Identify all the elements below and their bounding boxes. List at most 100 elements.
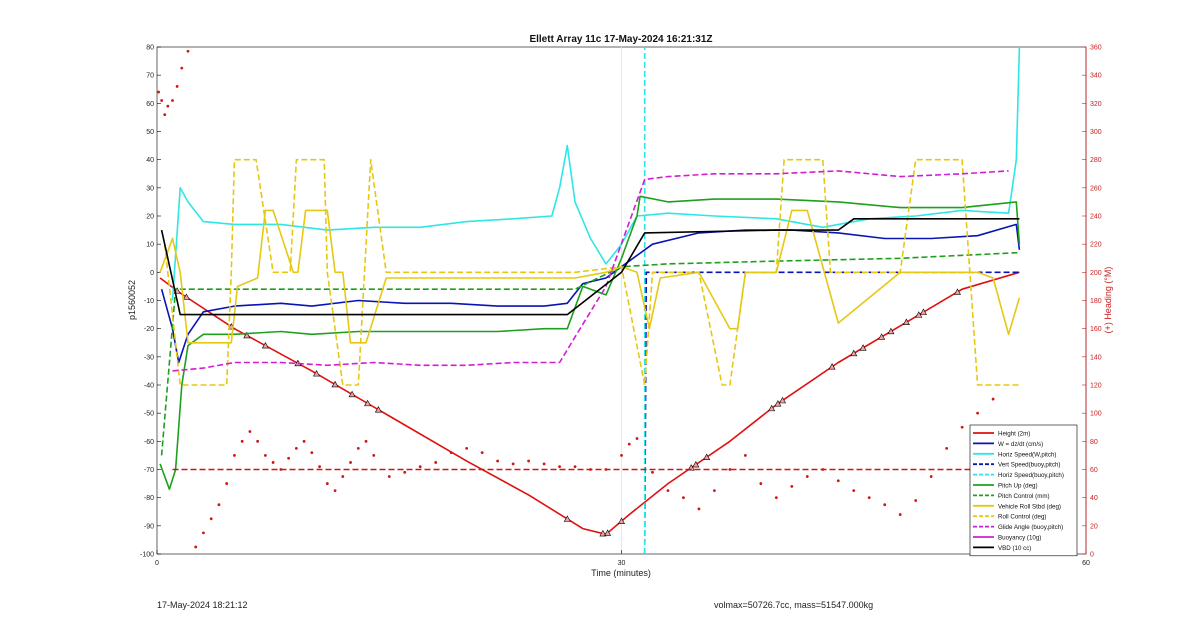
y-tick-label: 0 — [150, 270, 154, 277]
heading-point — [898, 513, 902, 516]
heading-point — [166, 104, 170, 108]
heading-point — [240, 439, 244, 443]
y-tick-label: 30 — [146, 185, 154, 192]
heading-point — [310, 451, 314, 454]
height-marker — [768, 404, 776, 412]
heading-point — [651, 470, 654, 474]
heading-point — [929, 475, 933, 478]
y2-tick-label: 320 — [1090, 101, 1102, 108]
heading-point — [287, 456, 291, 460]
height-marker — [774, 400, 782, 407]
heading-point — [302, 439, 306, 443]
legend-label: VBD (10 cc) — [998, 545, 1031, 552]
heading-point — [318, 465, 321, 469]
heading-point — [511, 462, 515, 466]
height-marker — [261, 341, 269, 349]
height-marker — [312, 369, 320, 377]
y2-axis-label: (+) Heading (°M) — [1103, 267, 1113, 334]
heading-point — [163, 113, 167, 116]
heading-point — [805, 475, 809, 478]
series-pitch-up-deg — [159, 195, 1021, 491]
y-tick-label: 20 — [146, 214, 154, 221]
heading-point — [418, 465, 422, 469]
footer-volmax-mass: volmax=50726.7cc, mass=51547.000kg — [714, 600, 874, 610]
x-tick-label: 60 — [1082, 560, 1090, 567]
heading-point — [233, 454, 236, 457]
axes: 0 30 60-100-90-80-70-60-50-40-30-20-100102… — [140, 45, 1102, 568]
y-tick-label: -40 — [144, 383, 154, 390]
heading-point — [248, 430, 252, 433]
y-tick-label: 50 — [146, 129, 154, 136]
y2-tick-label: 280 — [1090, 157, 1102, 164]
legend-label: W = dz/dt (cm/s) — [998, 441, 1043, 448]
legend-label: Vert Speed(buoy,pitch) — [998, 462, 1060, 469]
height-marker — [374, 406, 382, 413]
heading-point — [573, 465, 577, 469]
y-tick-label: -20 — [144, 326, 154, 333]
height-marker — [887, 327, 895, 335]
heading-point — [349, 461, 352, 464]
heading-point — [852, 489, 856, 493]
heading-point — [542, 462, 546, 466]
y-tick-label: 80 — [146, 45, 154, 52]
y2-tick-label: 360 — [1090, 45, 1102, 52]
height-marker — [703, 453, 711, 460]
y2-tick-label: 0 — [1090, 552, 1094, 559]
heading-point — [160, 99, 164, 102]
height-marker — [919, 308, 927, 315]
legend-label: Height (2m) — [998, 431, 1030, 438]
y-tick-label: -30 — [144, 354, 154, 361]
series-pitch-control-mm — [160, 251, 1020, 456]
x-axis-label: Time (minutes) — [591, 568, 651, 578]
heading-point — [883, 503, 887, 507]
height-marker — [692, 460, 700, 468]
height-marker — [617, 517, 626, 524]
height-marker — [563, 515, 571, 522]
heading-point — [449, 451, 453, 454]
series-vehicle-roll-stbd-deg — [159, 209, 1021, 344]
y2-tick-label: 300 — [1090, 129, 1102, 136]
heading-point — [186, 49, 190, 53]
heading-point — [666, 489, 670, 493]
heading-point — [759, 482, 763, 485]
y-tick-label: -100 — [140, 552, 154, 559]
y-tick-label: 70 — [146, 73, 154, 80]
legend-box — [969, 424, 1078, 557]
y-tick-label: -60 — [144, 439, 154, 446]
y-tick-label: -90 — [144, 523, 154, 530]
y2-tick-label: 80 — [1090, 439, 1098, 446]
y-tick-label: 40 — [146, 157, 154, 164]
series-w-dz-dt-cm-s — [160, 223, 1021, 364]
y2-tick-label: 120 — [1090, 383, 1102, 390]
heading-point — [271, 461, 275, 464]
legend-label: Pitch Up (deg) — [998, 483, 1038, 490]
y2-tick-label: 40 — [1090, 495, 1098, 502]
y2-tick-label: 20 — [1090, 523, 1098, 530]
heading-point — [333, 489, 337, 493]
series-heading — [157, 49, 1010, 549]
y2-tick-label: 200 — [1090, 270, 1102, 277]
chart-title: Ellett Array 11c 17-May-2024 16:21:31Z — [529, 34, 712, 45]
height-marker — [878, 333, 886, 340]
legend-label: Horiz Speed(W,pitch) — [998, 451, 1056, 458]
heading-point — [697, 507, 701, 511]
height-marker — [828, 363, 836, 370]
heading-point — [325, 482, 329, 485]
y2-tick-label: 220 — [1090, 242, 1102, 249]
heading-point — [480, 451, 484, 454]
legend: Height (2m) W = dz/dt (cm/s) Horiz Speed(W… — [969, 424, 1078, 557]
heading-point — [914, 499, 918, 502]
heading-point — [976, 411, 980, 415]
heading-point — [790, 485, 794, 488]
series-vbd-10-cc — [160, 218, 1020, 316]
height-marker — [243, 331, 251, 339]
legend-label: Pitch Control (mm) — [998, 493, 1050, 500]
heading-point — [620, 454, 623, 457]
heading-point — [341, 475, 345, 478]
x-tick-label: 30 — [618, 560, 626, 567]
heading-point — [217, 503, 221, 507]
height-marker — [902, 318, 910, 325]
heading-point — [194, 545, 198, 549]
y2-tick-label: 180 — [1090, 298, 1102, 305]
heading-point — [713, 489, 716, 493]
